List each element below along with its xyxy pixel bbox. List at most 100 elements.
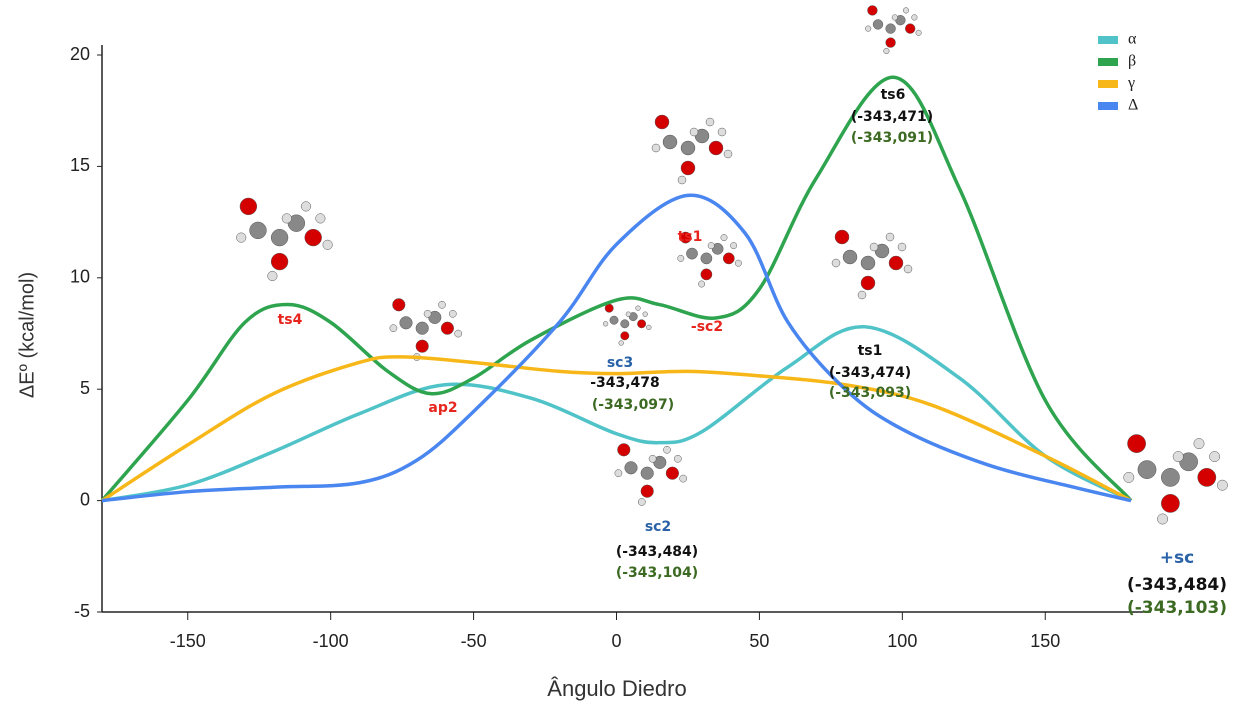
annotation: (-343,093) <box>829 385 911 401</box>
series-line <box>102 77 1131 500</box>
molecule-atom <box>637 320 645 328</box>
molecule-atom <box>858 291 866 299</box>
molecule-atom <box>449 310 456 317</box>
x-tick-label: -50 <box>461 631 487 651</box>
molecule-atom <box>865 26 871 32</box>
molecule-atom <box>886 233 894 241</box>
molecule-atom <box>718 128 726 136</box>
legend-swatch <box>1098 80 1118 88</box>
molecule-atom <box>861 256 875 270</box>
annotation: (-343,474) <box>829 365 911 381</box>
molecule-atom <box>438 301 445 308</box>
annotation: (-343,091) <box>851 130 933 146</box>
molecule-atom <box>416 322 429 335</box>
molecule-atom <box>681 161 695 175</box>
molecule-atom <box>709 141 723 155</box>
molecule-atom <box>1198 468 1216 486</box>
molecule-atom <box>393 299 406 312</box>
molecule-atom <box>268 271 278 281</box>
annotation: ap2 <box>428 400 457 416</box>
x-tick-label: 150 <box>1030 631 1060 651</box>
legend-label: Δ <box>1128 97 1138 114</box>
annotation: +sc <box>1160 548 1194 568</box>
molecule-atom <box>903 8 909 14</box>
molecule-atom <box>424 310 431 317</box>
series-line <box>102 195 1131 500</box>
molecule-atom <box>646 325 651 330</box>
molecule-atom <box>666 467 679 480</box>
annotation: (-343,097) <box>592 397 674 413</box>
molecule-atom <box>904 265 912 273</box>
molecule-atom <box>889 256 903 270</box>
legend-label: α <box>1128 31 1137 48</box>
legend-swatch <box>1098 102 1118 110</box>
x-tick-label: -150 <box>170 631 206 651</box>
molecule-atom <box>282 214 292 224</box>
molecule-atom <box>655 115 669 129</box>
annotation: ts4 <box>278 312 303 328</box>
y-tick-label: 15 <box>70 155 90 175</box>
molecule-atom <box>698 281 704 287</box>
annotation: ts1 <box>678 229 703 245</box>
molecule-atom <box>1173 451 1183 461</box>
molecule-atom <box>1138 461 1156 479</box>
molecule-atom <box>652 144 660 152</box>
x-tick-label: -100 <box>313 631 349 651</box>
molecule-atom <box>1194 438 1204 448</box>
molecule-atom <box>236 233 246 243</box>
molecule-atom <box>621 332 629 340</box>
y-tick-label: 5 <box>80 378 90 398</box>
molecule-atom <box>723 253 734 264</box>
molecule-atom <box>305 229 322 246</box>
molecule-atom <box>701 269 712 280</box>
molecule-atom <box>603 321 608 326</box>
molecule-atom <box>663 135 677 149</box>
molecule-atom <box>905 24 915 34</box>
annotation: -343,478 <box>590 375 660 391</box>
molecule-atom <box>618 444 631 457</box>
legend-swatch <box>1098 36 1118 44</box>
molecule-atom <box>1157 514 1167 524</box>
molecule-atom <box>678 255 684 261</box>
y-tick-label: 10 <box>70 267 90 287</box>
molecule-atom <box>271 253 288 270</box>
molecule-atom <box>701 253 712 264</box>
molecule-atom <box>916 30 922 36</box>
molecule-atom <box>861 276 875 290</box>
legend-label: γ <box>1127 75 1135 92</box>
molecule-atom <box>240 198 257 215</box>
molecule-atom <box>301 202 311 212</box>
molecule-atom <box>681 141 695 155</box>
annotation: (-343,104) <box>616 565 698 581</box>
molecule-atom <box>1209 451 1219 461</box>
annotation: (-343,103) <box>1127 598 1227 618</box>
molecule-atom <box>610 316 618 324</box>
molecule-atom <box>390 325 397 332</box>
molecule-atom <box>898 243 906 251</box>
molecule-atom <box>708 242 714 248</box>
y-axis-title: ΔEº (kcal/mol) <box>16 272 38 398</box>
molecule-atom <box>1217 480 1227 490</box>
molecule-atom <box>643 312 648 317</box>
molecule-atom <box>678 176 686 184</box>
molecule-atom <box>1161 494 1179 512</box>
molecule-atom <box>886 38 896 48</box>
molecule-atom <box>250 222 267 239</box>
molecule-atom <box>886 24 896 34</box>
x-tick-label: 50 <box>749 631 769 651</box>
molecule-atom <box>674 455 681 462</box>
x-axis-title: Ângulo Diedro <box>547 676 686 701</box>
molecule-atom <box>843 250 857 264</box>
molecule-atom <box>636 306 641 311</box>
molecule-atom <box>735 260 741 266</box>
annotation: sc3 <box>607 355 633 371</box>
annotation: (-343,471) <box>851 109 933 125</box>
molecule-atom <box>892 15 898 21</box>
molecule-atom <box>873 20 883 30</box>
page: {"chart_data": {"type": "line", "x_label… <box>0 0 1235 707</box>
molecule-atom <box>912 15 918 21</box>
x-tick-label: 100 <box>887 631 917 651</box>
annotation: ts6 <box>881 87 906 103</box>
y-tick-label: -5 <box>74 601 90 621</box>
annotation: ts1 <box>858 343 883 359</box>
